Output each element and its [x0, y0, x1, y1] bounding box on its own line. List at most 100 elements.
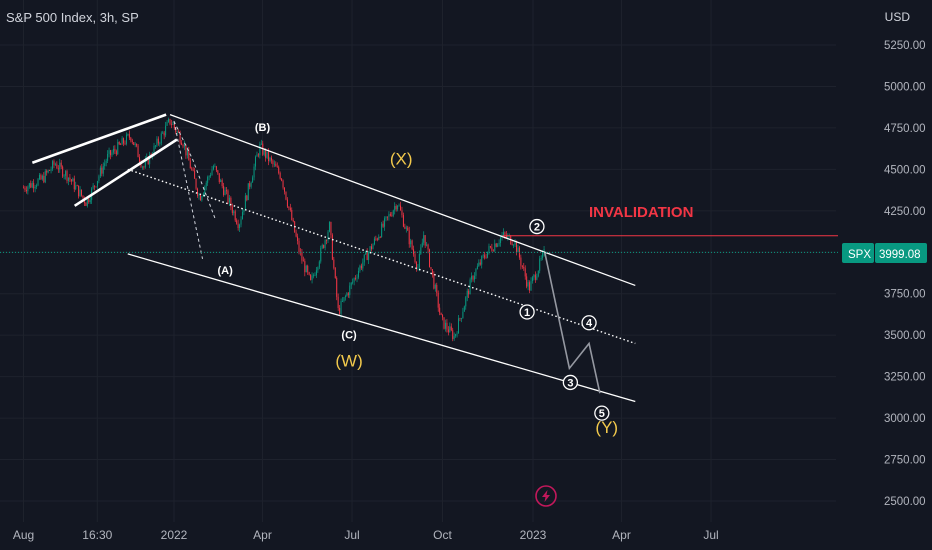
candle-body: [212, 166, 214, 170]
candle-body: [492, 250, 494, 252]
candle-body: [117, 141, 119, 155]
candle-body: [265, 149, 267, 158]
candle-body: [424, 235, 426, 246]
candle-body: [205, 182, 207, 187]
candle-body: [269, 157, 271, 161]
wave-number: 5: [599, 408, 605, 420]
y-tick-label: 5000.00: [884, 81, 926, 93]
candle-body: [346, 293, 348, 297]
candle-body: [223, 186, 225, 195]
candle-body: [149, 154, 151, 165]
channel-line-upper[interactable]: [169, 114, 636, 287]
candle-body: [317, 267, 319, 271]
candle-body: [210, 175, 212, 177]
candle-body: [534, 274, 536, 280]
candle-body: [63, 175, 65, 177]
candle-body: [291, 210, 293, 221]
candle-body: [75, 185, 77, 190]
candle-body: [520, 257, 522, 266]
candle-body: [101, 167, 103, 174]
candle-body: [417, 267, 419, 269]
candle-body: [125, 134, 127, 144]
candle-body: [139, 157, 141, 162]
candle-body: [102, 166, 104, 174]
candle-body: [60, 162, 62, 167]
candle-body: [471, 276, 473, 280]
candle-body: [347, 293, 349, 296]
projection-path[interactable]: [544, 252, 601, 394]
candle-body: [357, 270, 359, 278]
candle-body: [423, 235, 425, 243]
candle-body: [285, 191, 287, 200]
candle-body: [240, 219, 242, 225]
candle-body: [98, 176, 100, 181]
candle-body: [163, 132, 165, 136]
candle-body: [292, 220, 294, 222]
candle-body: [476, 266, 478, 270]
candle-body: [281, 178, 283, 181]
candle-body: [214, 166, 216, 168]
dashed-wave-path[interactable]: [173, 121, 216, 220]
candle-body: [194, 170, 196, 179]
lightning-icon[interactable]: [535, 485, 557, 507]
candle-body: [107, 153, 109, 161]
candle-body: [226, 190, 228, 192]
channel-line-lower[interactable]: [127, 253, 636, 403]
candle-body: [252, 177, 254, 183]
candle-body: [514, 241, 516, 245]
candle-body: [410, 240, 412, 245]
candle-body: [375, 238, 377, 240]
candle-body: [40, 174, 42, 180]
candle-body: [395, 206, 397, 210]
candle-body: [453, 336, 455, 339]
candle-body: [144, 160, 146, 168]
candle-body: [497, 244, 499, 247]
dashed-wave-path[interactable]: [173, 121, 204, 260]
wave-circle: [519, 304, 535, 320]
candle-body: [394, 206, 396, 211]
candle-body: [38, 174, 40, 180]
candle-body: [537, 270, 539, 277]
candle-body: [314, 275, 316, 277]
candle-body: [181, 142, 183, 145]
candle-body: [215, 166, 217, 171]
channel-line-middle[interactable]: [127, 168, 636, 345]
candle-body: [137, 145, 139, 158]
candle-body: [256, 154, 258, 157]
y-tick-label: 4500.00: [884, 164, 926, 176]
circled-wave-label: 5: [594, 405, 610, 421]
candle-body: [429, 249, 431, 267]
candle-body: [379, 236, 381, 238]
wedge-line[interactable]: [73, 138, 178, 207]
candle-body: [337, 296, 339, 309]
price-tag-value: 3999.08: [879, 249, 921, 261]
candle-body: [540, 257, 542, 259]
candle-body: [472, 276, 474, 280]
candle-body: [255, 156, 257, 167]
candle-body: [307, 265, 309, 273]
candle-body: [197, 188, 199, 196]
candle-body: [402, 215, 404, 227]
candle-body: [123, 138, 125, 144]
candle-body: [241, 211, 243, 220]
candle-body: [108, 150, 110, 154]
candle-body: [333, 259, 335, 268]
candle-body: [121, 138, 123, 145]
x-tick-label: 2023: [520, 528, 547, 542]
candle-body: [244, 195, 246, 210]
candle-body: [376, 238, 378, 240]
candle-body: [426, 244, 428, 246]
candle-body: [391, 215, 393, 217]
wedge-line[interactable]: [31, 113, 167, 164]
candle-body: [172, 123, 174, 125]
candle-body: [301, 252, 303, 261]
candle-body: [284, 187, 286, 192]
candle-body: [331, 234, 333, 260]
candle-body: [444, 322, 446, 329]
price-axis: 5250.005000.004750.004500.004250.004000.…: [884, 40, 926, 508]
candle-body: [315, 270, 317, 276]
candle-body: [260, 143, 262, 145]
candle-body: [67, 177, 69, 181]
candle-body: [397, 205, 399, 210]
